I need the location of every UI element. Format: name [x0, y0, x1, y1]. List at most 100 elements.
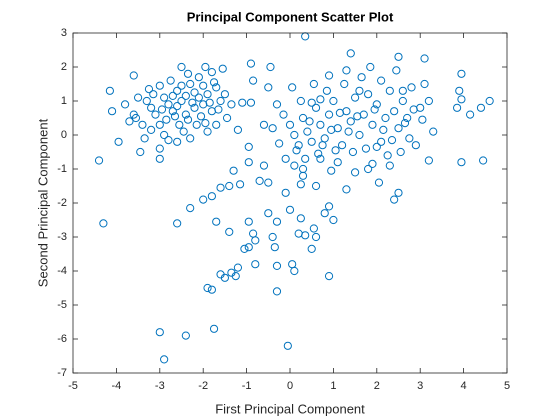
x-tick-label: -4 — [112, 380, 122, 392]
point — [186, 79, 195, 89]
point — [394, 124, 403, 133]
point — [485, 96, 494, 106]
point — [457, 158, 466, 167]
point — [190, 88, 199, 97]
point — [244, 158, 253, 167]
point — [162, 115, 171, 124]
point — [364, 90, 373, 99]
point — [160, 93, 169, 102]
point — [105, 86, 114, 95]
point — [372, 100, 381, 109]
point — [307, 244, 316, 253]
y-tick-label: 0 — [61, 129, 67, 141]
point — [353, 112, 362, 121]
point — [140, 134, 149, 143]
point — [398, 96, 407, 106]
point — [199, 81, 208, 90]
point — [203, 283, 212, 293]
point — [268, 124, 277, 133]
point — [251, 260, 260, 269]
point — [259, 161, 269, 170]
point — [136, 147, 145, 157]
point — [173, 219, 182, 228]
point — [366, 62, 375, 72]
point — [307, 98, 316, 107]
point — [379, 125, 388, 134]
point — [244, 217, 253, 226]
point — [209, 78, 219, 87]
point — [177, 81, 186, 90]
point — [216, 183, 225, 192]
point — [129, 110, 138, 119]
point — [264, 178, 273, 187]
point — [144, 85, 154, 94]
point — [283, 341, 292, 350]
point — [307, 137, 316, 146]
point — [177, 96, 186, 106]
point — [355, 86, 364, 95]
point — [429, 127, 438, 136]
point — [292, 146, 301, 155]
point — [420, 54, 429, 63]
x-tick-label: 5 — [504, 380, 510, 392]
point — [305, 117, 314, 126]
point — [290, 161, 299, 170]
point — [212, 217, 221, 226]
point — [327, 125, 336, 134]
point — [281, 188, 290, 197]
point — [311, 103, 321, 112]
point — [407, 83, 416, 92]
point — [324, 272, 334, 281]
point — [194, 73, 203, 82]
point — [355, 130, 364, 140]
point — [231, 272, 240, 281]
point — [387, 136, 397, 145]
point — [173, 137, 182, 146]
point — [175, 120, 184, 129]
point — [344, 127, 353, 136]
point — [99, 219, 108, 228]
point — [281, 154, 290, 163]
point — [351, 93, 360, 102]
point — [279, 110, 288, 119]
point — [203, 90, 212, 99]
y-axis-label: Second Principal Component — [35, 118, 50, 287]
point — [160, 355, 169, 364]
point — [294, 229, 303, 238]
y-tick-label: 3 — [61, 27, 67, 39]
point — [225, 227, 234, 236]
point — [346, 117, 355, 126]
x-tick-label: 2 — [374, 380, 380, 392]
x-tick-label: -1 — [242, 380, 252, 392]
point — [177, 62, 186, 72]
point — [220, 90, 229, 99]
point — [424, 156, 433, 165]
point — [340, 79, 349, 89]
y-tick-label: -7 — [57, 367, 67, 379]
y-tick-label: -3 — [57, 231, 67, 243]
point — [125, 117, 134, 126]
point — [309, 224, 318, 233]
point — [264, 83, 273, 92]
point — [216, 96, 225, 106]
point — [142, 96, 151, 106]
point — [173, 86, 182, 95]
point — [418, 115, 427, 124]
point — [147, 125, 156, 134]
y-tick-label: -6 — [57, 333, 67, 345]
point — [335, 108, 345, 118]
point — [298, 164, 308, 174]
point — [381, 113, 390, 123]
x-tick-label: -5 — [68, 380, 78, 392]
point — [383, 151, 392, 160]
x-tick-label: 4 — [461, 380, 467, 392]
point — [333, 158, 342, 167]
point — [298, 113, 308, 123]
point — [316, 120, 325, 129]
point — [400, 119, 410, 128]
point — [168, 91, 177, 101]
point — [272, 287, 282, 296]
point — [348, 147, 358, 157]
point — [225, 181, 234, 191]
